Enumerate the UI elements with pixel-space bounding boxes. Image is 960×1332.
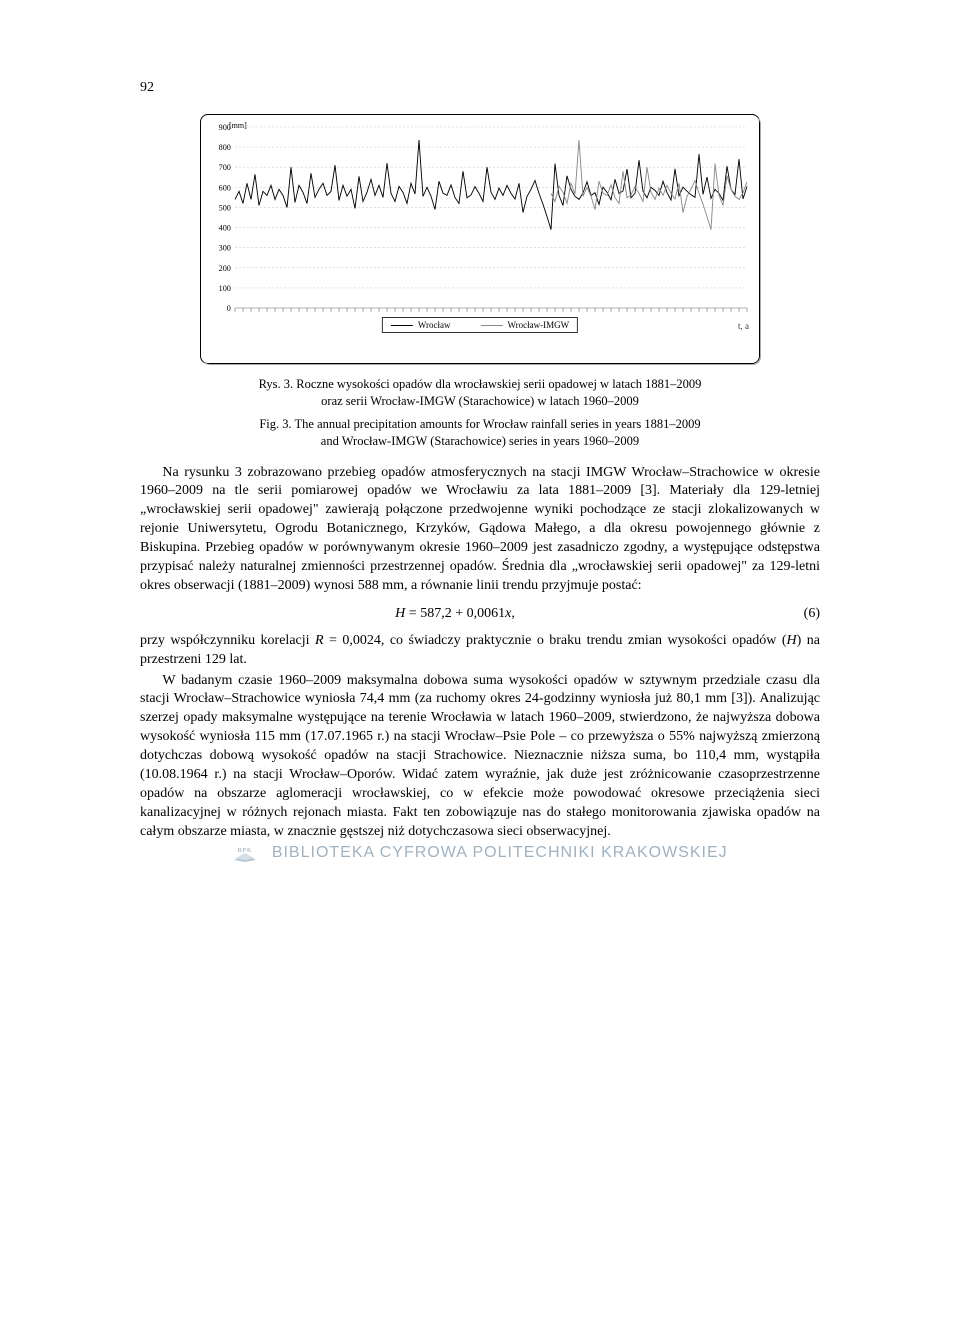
legend-item-wroclaw: Wrocław [391, 320, 451, 330]
svg-text:300: 300 [219, 244, 231, 253]
svg-text:600: 600 [219, 183, 231, 192]
legend-line-icon [391, 325, 413, 326]
paragraph-1: Na rysunku 3 zobrazowano przebieg opadów… [140, 464, 820, 596]
svg-text:800: 800 [219, 143, 231, 152]
svg-text:400: 400 [219, 224, 231, 233]
caption-english: Fig. 3. The annual precipitation amounts… [140, 416, 820, 450]
svg-text:900: 900 [219, 123, 231, 132]
chart-plot-area: 0100200300400500600700800900 [235, 123, 747, 318]
footer-logo-icon: BPK [232, 842, 258, 864]
legend-item-wroclaw-imgw: Wrocław-IMGW [481, 320, 570, 330]
caption-line1: Roczne wysokości opadów dla wrocławskiej… [296, 377, 701, 391]
equation-block: H = 587,2 + 0,0061x, (6) [140, 606, 820, 622]
svg-text:0: 0 [227, 304, 231, 313]
caption-prefix: Fig. 3. [259, 417, 294, 431]
chart-legend: Wrocław Wrocław-IMGW [382, 317, 578, 333]
svg-text:200: 200 [219, 264, 231, 273]
caption-prefix: Rys. 3. [259, 377, 297, 391]
caption-line1: The annual precipitation amounts for Wro… [295, 417, 701, 431]
caption-line2: and Wrocław-IMGW (Starachowice) series i… [321, 434, 639, 448]
svg-text:500: 500 [219, 204, 231, 213]
footer-text: BIBLIOTEKA CYFROWA POLITECHNIKI KRAKOWSK… [272, 844, 728, 861]
legend-label: Wrocław-IMGW [508, 320, 570, 330]
legend-line-icon [481, 325, 503, 326]
caption-line2: oraz serii Wrocław-IMGW (Starachowice) w… [321, 394, 639, 408]
equation-formula: H = 587,2 + 0,0061x, [140, 606, 770, 622]
paragraph-3: W badanym czasie 1960–2009 maksymalna do… [140, 672, 820, 842]
caption-polish: Rys. 3. Roczne wysokości opadów dla wroc… [140, 376, 820, 410]
svg-text:700: 700 [219, 163, 231, 172]
legend-label: Wrocław [418, 320, 451, 330]
x-axis-arrow-label: t, a [738, 321, 749, 331]
equation-number: (6) [770, 606, 820, 622]
chart-figure: [mm] 0100200300400500600700800900 Wrocła… [200, 114, 760, 364]
paragraph-2: przy współczynniku korelacji R = 0,0024,… [140, 632, 820, 670]
svg-text:100: 100 [219, 284, 231, 293]
svg-text:BPK: BPK [238, 848, 253, 854]
footer-watermark: BPK BIBLIOTEKA CYFROWA POLITECHNIKI KRAK… [0, 842, 960, 864]
page-number: 92 [140, 80, 820, 96]
